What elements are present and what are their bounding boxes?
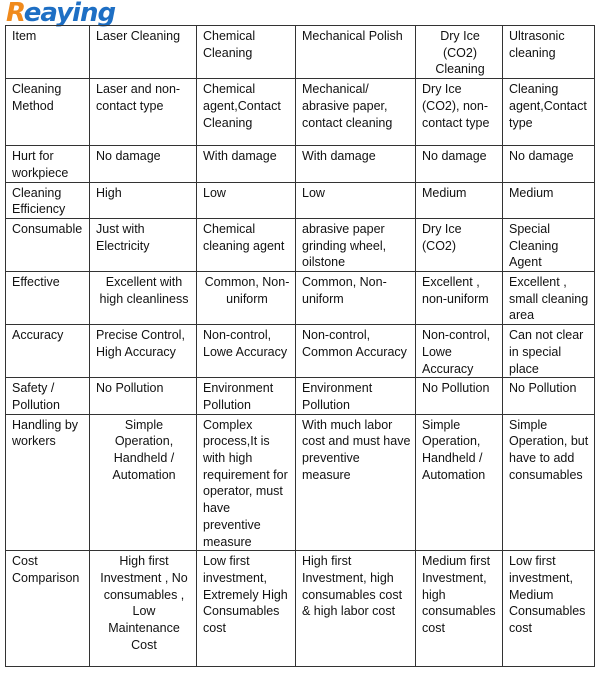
table-cell: No Pollution: [89, 377, 197, 415]
table-cell: Simple Operation, but have to add consum…: [502, 413, 595, 552]
table-cell: Cleaning agent,Contact type: [502, 78, 595, 147]
table-cell: No Pollution: [415, 377, 503, 415]
header-cell: Chemical Cleaning: [196, 24, 296, 80]
table-row: Hurt for workpiece No damage With damage Wi…: [5, 145, 595, 183]
table-cell: Simple Operation, Handheld / Automation: [89, 413, 197, 552]
row-label-cell: Handling by workers: [5, 413, 90, 552]
table-cell: Just with Electricity: [89, 217, 197, 273]
table-cell: Medium first Investment, high consumable…: [415, 550, 503, 668]
row-label-cell: Cost Comparison: [5, 550, 90, 668]
table-cell: Chemical agent,Contact Cleaning: [196, 78, 296, 147]
row-label-cell: Consumable: [5, 217, 90, 273]
table-cell: Common, Non-uniform: [196, 271, 296, 326]
table-cell: High first Investment , No consumables ,…: [89, 550, 197, 668]
table-cell: Non-control, Lowe Accuracy: [415, 324, 503, 379]
table-cell: Precise Control, High Accuracy: [89, 324, 197, 379]
table-cell: Non-control, Common Accuracy: [295, 324, 416, 379]
row-label-cell: Cleaning Method: [5, 78, 90, 147]
table-cell: Environment Pollution: [295, 377, 416, 415]
table-cell: Environment Pollution: [196, 377, 296, 415]
table-cell: No damage: [415, 145, 503, 183]
header-cell: Ultrasonic cleaning: [502, 24, 595, 80]
table-cell: Special Cleaning Agent: [502, 217, 595, 273]
table-cell: Low first investment, Medium Consumables…: [502, 550, 595, 668]
table-cell: No damage: [502, 145, 595, 183]
reaying-logo: Reaying: [6, 0, 116, 28]
table-row: Handling by workers Simple Operation, Han…: [5, 413, 595, 552]
table-cell: Medium: [502, 181, 595, 219]
table-cell: Chemical cleaning agent: [196, 217, 296, 273]
table-cell: Excellent , non-uniform: [415, 271, 503, 326]
table-cell: No Pollution: [502, 377, 595, 415]
header-cell: Laser Cleaning: [89, 24, 197, 80]
table-cell: No damage: [89, 145, 197, 183]
table-row: Cost Comparison High first Investment , N…: [5, 550, 595, 668]
row-label-cell: Effective: [5, 271, 90, 326]
table-cell: Common, Non-uniform: [295, 271, 416, 326]
row-label-cell: Cleaning Efficiency: [5, 181, 90, 219]
table-cell: Complex process,It is with high requirem…: [196, 413, 296, 552]
table-row: Consumable Just with Electricity Chemical …: [5, 217, 595, 273]
table-row: Accuracy Precise Control, High Accuracy No…: [5, 324, 595, 379]
row-label-cell: Accuracy: [5, 324, 90, 379]
header-cell: Dry Ice (CO2) Cleaning: [415, 24, 503, 80]
cleaning-comparison-table: Item Laser Cleaning Chemical Cleaning Mecha…: [5, 24, 595, 668]
table-row: Effective Excellent with high cleanliness…: [5, 271, 595, 326]
table-cell: Excellent with high cleanliness: [89, 271, 197, 326]
table-row: Cleaning Efficiency High Low Low Medium Mediu…: [5, 181, 595, 219]
table-cell: Mechanical/ abrasive paper, contact clea…: [295, 78, 416, 147]
header-cell: Item: [5, 24, 90, 80]
table-cell: With damage: [196, 145, 296, 183]
table-cell: Dry Ice (CO2), non-contact type: [415, 78, 503, 147]
header-row: Item Laser Cleaning Chemical Cleaning Mecha…: [5, 24, 595, 80]
table-cell: With much labor cost and must have preve…: [295, 413, 416, 552]
table-cell: Non-control, Lowe Accuracy: [196, 324, 296, 379]
table-cell: Medium: [415, 181, 503, 219]
table-cell: High first Investment, high consumables …: [295, 550, 416, 668]
table-cell: Simple Operation, Handheld / Automation: [415, 413, 503, 552]
row-label-cell: Safety / Pollution: [5, 377, 90, 415]
table-row: Cleaning Method Laser and non-contact typ…: [5, 78, 595, 147]
table-cell: Laser and non-contact type: [89, 78, 197, 147]
table-cell: Low: [196, 181, 296, 219]
table-row: Safety / Pollution No Pollution Environmen…: [5, 377, 595, 415]
table-cell: Low: [295, 181, 416, 219]
table-cell: abrasive paper grinding wheel, oilstone: [295, 217, 416, 273]
table-cell: High: [89, 181, 197, 219]
row-label-cell: Hurt for workpiece: [5, 145, 90, 183]
header-cell: Mechanical Polish: [295, 24, 416, 80]
table-cell: Excellent , small cleaning area: [502, 271, 595, 326]
table-cell: Can not clear in special place: [502, 324, 595, 379]
table-cell: Dry Ice (CO2): [415, 217, 503, 273]
table-cell: With damage: [295, 145, 416, 183]
table-cell: Low first investment, Extremely High Con…: [196, 550, 296, 668]
